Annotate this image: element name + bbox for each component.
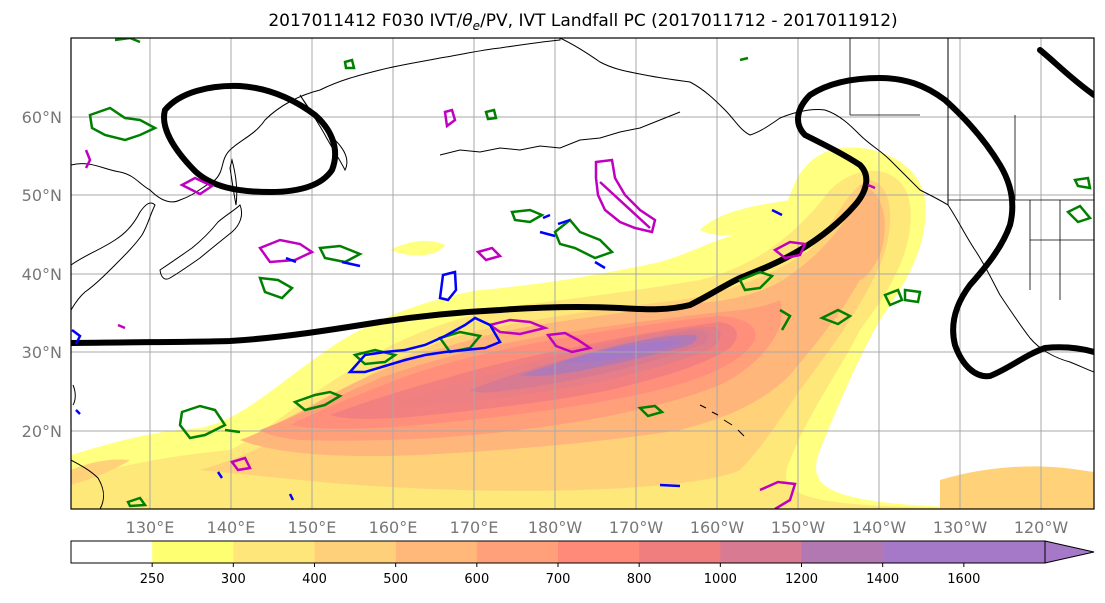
- lon-label-170e: 170°E: [450, 518, 499, 537]
- lon-label-150w: 150°W: [771, 518, 826, 537]
- lon-label-140e: 140°E: [207, 518, 256, 537]
- coast-sakhalin: [229, 158, 238, 206]
- political-borders: [849, 38, 1094, 300]
- coast-taiwan: [72, 384, 76, 406]
- lon-label-130e: 130°E: [126, 518, 175, 537]
- coastlines: [71, 38, 1094, 509]
- colorbar-segment: [395, 541, 478, 563]
- coast-alaska: [559, 38, 949, 206]
- colorbar-segment: [71, 541, 153, 563]
- colorbar-tick-label: 1200: [785, 572, 818, 587]
- colorbar-segment: [314, 541, 397, 563]
- colorbar-tick-label: 600: [464, 572, 489, 587]
- colorbar-tick-label: 1400: [866, 572, 899, 587]
- coast-asia: [71, 38, 561, 203]
- colorbar-segment: [963, 541, 1046, 563]
- pv-contours-green: [88, 38, 1093, 508]
- coast-japan: [159, 204, 243, 280]
- ivt-band-250c: [390, 240, 445, 256]
- ivt-band-east: [850, 185, 885, 282]
- lat-label-30: 30°N: [22, 343, 62, 362]
- pv-contours-magenta: [84, 108, 876, 509]
- coast-hawaii: [699, 404, 745, 437]
- colorbar-segment: [801, 541, 884, 563]
- colorbar-tick-label: 500: [383, 572, 408, 587]
- colorbar-tick-label: 1000: [704, 572, 737, 587]
- lon-label-140w: 140°W: [852, 518, 907, 537]
- coast-philippines: [71, 459, 105, 509]
- landfall-pc-contours: [71, 47, 1094, 380]
- colorbar-extend-arrow: [1044, 540, 1095, 564]
- map-panel: [71, 38, 1094, 509]
- landfall-pc-ne: [1037, 47, 1094, 98]
- map-frame: [70, 37, 1095, 510]
- coast-korea-china: [71, 202, 156, 311]
- colorbar-tick-label: 300: [221, 572, 246, 587]
- coast-north-america: [947, 38, 1094, 373]
- colorbar-tick-label: 250: [140, 572, 165, 587]
- colorbar-segment: [882, 541, 965, 563]
- lat-label-20: 20°N: [22, 422, 62, 441]
- colorbar-segment: [233, 541, 315, 563]
- lon-label-160w: 160°W: [690, 518, 745, 537]
- lat-label-40: 40°N: [22, 265, 62, 284]
- ivt-band-250b: [700, 200, 790, 236]
- coast-aleutians: [439, 111, 681, 156]
- colorbar-segment: [476, 541, 559, 563]
- map-title: 2017011412 F030 IVT/θe/PV, IVT Landfall …: [268, 11, 897, 33]
- lon-label-150e: 150°E: [288, 518, 337, 537]
- colorbar-ticks: 250 300 400 500 600 700 800 1000 1200 1400 1600: [140, 563, 980, 587]
- lon-label-160e: 160°E: [369, 518, 418, 537]
- colorbar-tick-label: 1600: [947, 572, 980, 587]
- landfall-pc-main: [71, 74, 1094, 380]
- colorbar-tick-label: 400: [302, 572, 327, 587]
- colorbar-segment: [152, 541, 234, 563]
- colorbar-tick-label: 700: [546, 572, 571, 587]
- lat-label-50: 50°N: [22, 186, 62, 205]
- colorbar-segment: [558, 541, 640, 563]
- theta-e-contours-blue: [71, 208, 783, 501]
- lon-label-170w: 170°W: [609, 518, 664, 537]
- landfall-pc-loop: [161, 82, 339, 196]
- lat-labels: 60°N 50°N 40°N 30°N 20°N: [22, 108, 62, 441]
- lon-label-120w: 120°W: [1014, 518, 1069, 537]
- colorbar: 250 300 400 500 600 700 800 1000 1200 1400 1600: [70, 540, 1095, 587]
- colorbar-segments: [71, 541, 1046, 563]
- ivt-band-tropics: [71, 459, 130, 485]
- colorbar-segment: [639, 541, 721, 563]
- lat-label-60: 60°N: [22, 108, 62, 127]
- colorbar-segment: [720, 541, 802, 563]
- lon-label-130w: 130°W: [933, 518, 988, 537]
- lon-label-180w: 180°W: [528, 518, 583, 537]
- lon-labels: 130°E 140°E 150°E 160°E 170°E 180°W 170°…: [126, 518, 1069, 537]
- ivt-band-tropics-b: [940, 466, 1094, 509]
- colorbar-tick-label: 800: [627, 572, 652, 587]
